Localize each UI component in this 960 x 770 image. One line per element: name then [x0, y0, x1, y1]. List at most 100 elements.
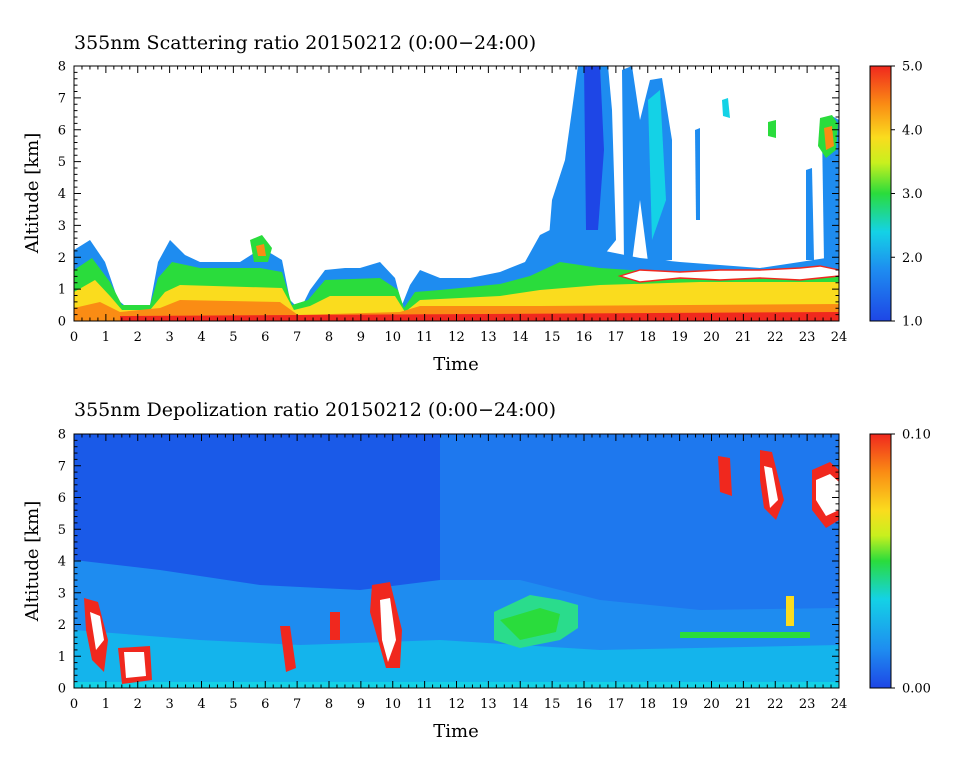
- y-tick-label: 4: [58, 187, 66, 202]
- y-tick-label: 5: [58, 155, 66, 170]
- colorbar-tick-label: 2.0: [902, 251, 923, 266]
- colorbar-tick-label: 0.00: [902, 682, 931, 697]
- x-tick-label: 17: [608, 697, 625, 712]
- x-tick-label: 14: [512, 330, 529, 345]
- cirrus-streak: [695, 128, 700, 220]
- x-tick-label: 15: [544, 697, 561, 712]
- colorbar-ticks: 0.00 0.10: [891, 428, 931, 697]
- x-tick-label: 11: [416, 330, 433, 345]
- x-tick-label: 6: [261, 330, 269, 345]
- x-tick-label: 1: [102, 697, 110, 712]
- small-cloud-patch-2: [768, 120, 776, 138]
- colorbar-tick-label: 5.0: [902, 60, 923, 75]
- depol-core-10h-saturated: [380, 598, 396, 662]
- y-tick-label: 6: [58, 123, 66, 138]
- cloud-patch-6km-core: [824, 126, 834, 150]
- x-tick-label: 9: [357, 697, 365, 712]
- colorbar-tick-label: 4.0: [902, 123, 923, 138]
- x-tick-label: 22: [767, 697, 784, 712]
- x-tick-label: 9: [357, 330, 365, 345]
- colorbar-ticks: 1.0 2.0 3.0 4.0 5.0: [891, 60, 923, 330]
- aerosol-patch-14h-core: [500, 608, 560, 640]
- depol-core-2h-saturated: [124, 652, 146, 678]
- x-tick-label: 16: [576, 697, 593, 712]
- depol-core-20-5h: [718, 456, 732, 496]
- y-tick-label: 0: [58, 315, 66, 330]
- depol-core-8h: [330, 612, 340, 640]
- depol-core-23-5h-saturated: [816, 474, 839, 516]
- x-tick-label: 15: [544, 330, 561, 345]
- colorbar-gradient: [869, 65, 892, 322]
- x-tick-label: 5: [229, 330, 237, 345]
- chart-title: 355nm Scattering ratio 20150212 (0:00−24…: [74, 32, 536, 54]
- x-tick-label: 1: [102, 330, 110, 345]
- colorbar-tick-label: 1.0: [902, 315, 923, 330]
- x-tick-label: 0: [70, 697, 78, 712]
- depol-core-1h-saturated: [90, 612, 104, 650]
- x-tick-label: 7: [293, 697, 301, 712]
- y-tick-label: 2: [58, 618, 66, 633]
- y-tick-label: 0: [58, 682, 66, 697]
- chart-title: 355nm Depolization ratio 20150212 (0:00−…: [74, 399, 556, 421]
- high-cloud-column-2: [622, 66, 672, 262]
- y-axis-label: Altitude [km]: [22, 501, 43, 623]
- depolarization-ratio-panel: 355nm Depolization ratio 20150212 (0:00−…: [22, 399, 931, 742]
- scattering-ratio-panel: 355nm Scattering ratio 20150212 (0:00−24…: [22, 32, 923, 375]
- x-tick-label: 16: [576, 330, 593, 345]
- y-tick-label: 8: [58, 60, 66, 75]
- high-cloud-core-1: [584, 66, 604, 230]
- x-tick-label: 20: [703, 697, 720, 712]
- cloud-patch-2km-core: [256, 244, 266, 256]
- high-cloud-core-2: [648, 90, 666, 240]
- x-tick-label: 6: [261, 697, 269, 712]
- x-tick-label: 24: [831, 697, 848, 712]
- x-tick-label: 24: [831, 330, 848, 345]
- x-axis: 0 1 2 3 4 5 6 7 8 9 10 11 12 13 14 15 16 17 18 19 20 21 22 23 24: [70, 66, 847, 345]
- x-tick-label: 4: [197, 330, 205, 345]
- x-tick-label: 8: [325, 697, 333, 712]
- heatmap-field: [74, 66, 839, 321]
- depol-core-22-5h: [786, 596, 794, 626]
- x-tick-label: 5: [229, 697, 237, 712]
- y-axis-label: Altitude [km]: [22, 133, 43, 255]
- x-tick-label: 10: [384, 330, 401, 345]
- x-tick-label: 12: [448, 697, 465, 712]
- small-cloud-patch: [722, 98, 730, 118]
- x-tick-label: 0: [70, 330, 78, 345]
- x-axis-label: Time: [433, 721, 478, 742]
- x-tick-label: 4: [197, 697, 205, 712]
- surface-layer-peak: [120, 312, 839, 321]
- cloud-top-saturated: [617, 265, 839, 283]
- x-tick-label: 8: [325, 330, 333, 345]
- y-tick-label: 1: [58, 283, 66, 298]
- y-tick-label: 7: [58, 91, 66, 106]
- y-tick-label: 8: [58, 428, 66, 443]
- x-tick-label: 23: [799, 330, 816, 345]
- y-tick-label: 3: [58, 219, 66, 234]
- x-tick-label: 3: [165, 697, 173, 712]
- y-tick-label: 7: [58, 459, 66, 474]
- y-axis: 0 1 2 3 4 5 6 7 8: [58, 428, 839, 697]
- y-tick-label: 4: [58, 555, 66, 570]
- depol-core-7h: [280, 626, 296, 672]
- x-tick-label: 20: [703, 330, 720, 345]
- y-tick-label: 1: [58, 650, 66, 665]
- y-tick-label: 6: [58, 491, 66, 506]
- colorbar-tick-label: 0.10: [902, 428, 931, 443]
- x-tick-label: 22: [767, 330, 784, 345]
- x-tick-label: 23: [799, 697, 816, 712]
- heatmap-field: [74, 434, 839, 688]
- x-tick-label: 14: [512, 697, 529, 712]
- x-tick-label: 21: [735, 697, 752, 712]
- aerosol-line-1-6km: [680, 632, 810, 638]
- cirrus-streak-2: [806, 168, 814, 260]
- x-tick-label: 17: [608, 330, 625, 345]
- y-axis: 0 1 2 3 4 5 6 7 8: [58, 60, 839, 330]
- x-tick-label: 18: [639, 697, 656, 712]
- y-tick-label: 3: [58, 586, 66, 601]
- x-tick-label: 13: [480, 697, 497, 712]
- x-tick-label: 2: [134, 697, 142, 712]
- x-tick-label: 19: [671, 697, 688, 712]
- colorbar-tick-label: 3.0: [902, 187, 923, 202]
